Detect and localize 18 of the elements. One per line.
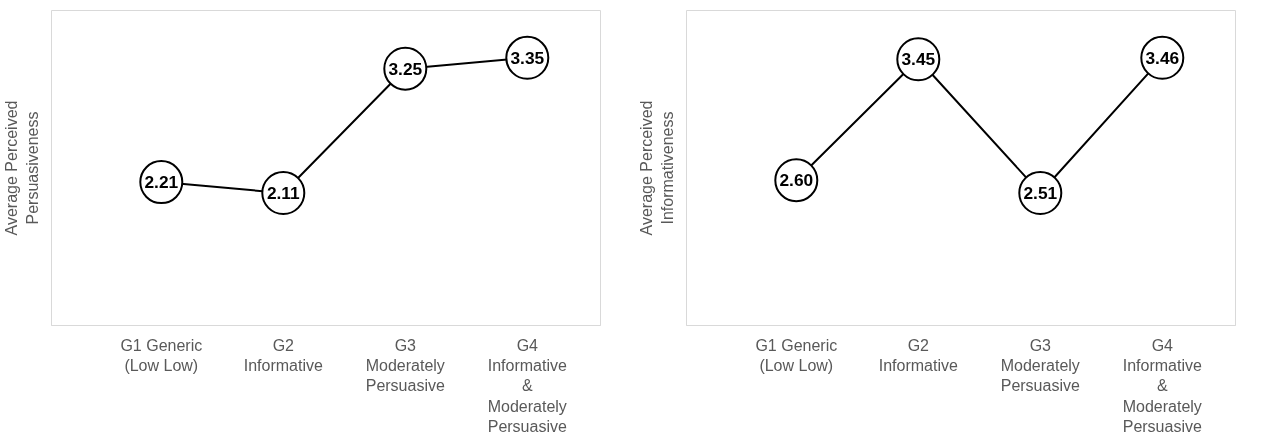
x-tick-label: G3 Moderately Persuasive [1000,336,1080,395]
x-tick-label: G2 Informative [878,336,958,374]
data-label: 3.46 [1145,47,1180,68]
x-tick-label: G4 Informative & Moderately Persuasive [487,336,567,436]
x-tick-label: G1 Generic (Low Low) [755,336,838,374]
x-tick-label: G4 Informative & Moderately Persuasive [1122,336,1202,436]
data-label: 2.21 [144,172,179,193]
y-axis-title: Average Perceived Persuasiveness [3,100,41,236]
data-label: 3.25 [388,58,423,79]
data-label: 2.51 [1023,183,1058,204]
y-axis-title: Average Perceived Informativeness [638,100,676,236]
data-label: 3.35 [510,47,545,68]
x-tick-label: G2 Informative [243,336,323,374]
x-tick-label: G3 Moderately Persuasive [365,336,445,395]
x-tick-label: G1 Generic (Low Low) [120,336,203,374]
data-label: 2.11 [266,183,301,204]
data-label: 2.60 [779,170,814,191]
data-label: 3.45 [901,49,936,70]
